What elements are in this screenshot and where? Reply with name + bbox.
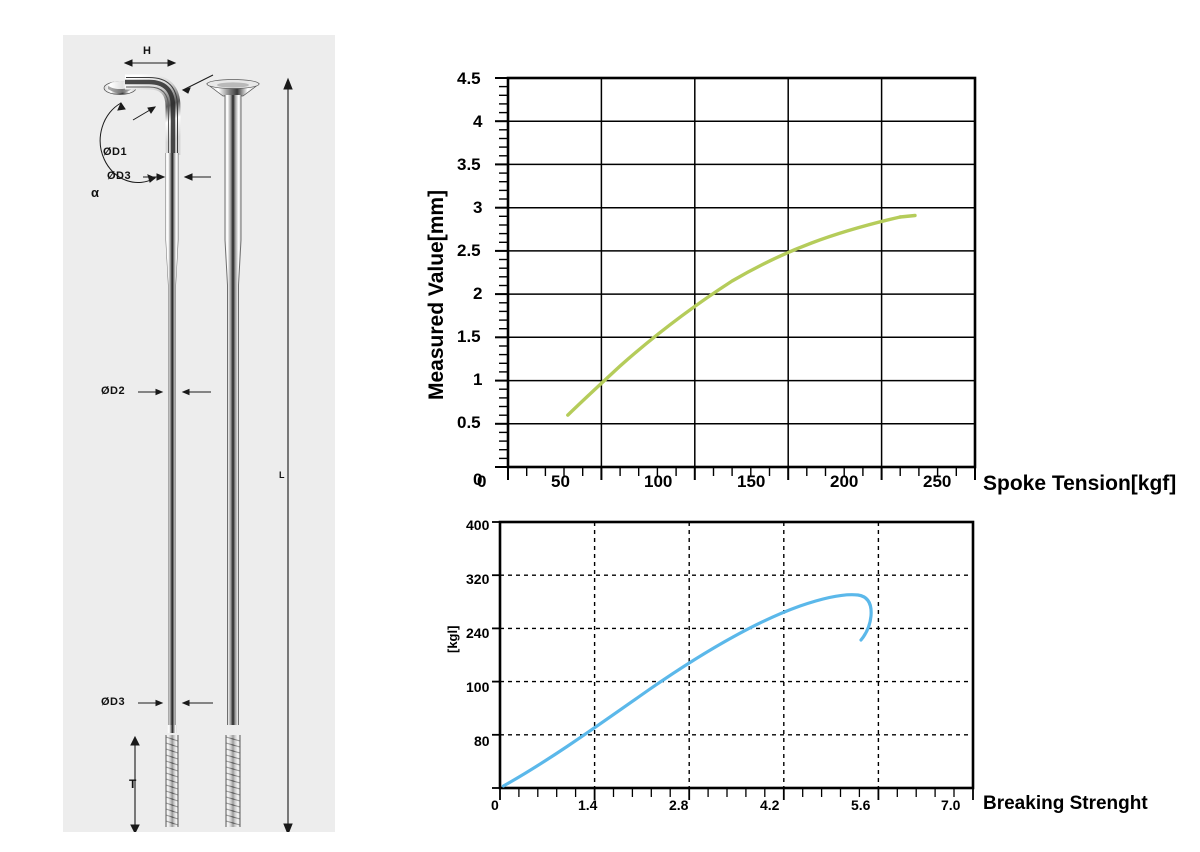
top-ytick-1.5: 1.5 (457, 327, 481, 346)
bottom-xtick-4.2: 4.2 (760, 797, 780, 813)
top-chart-x-minor-ticks (526, 467, 957, 476)
bottom-ytick-100: 100 (466, 679, 490, 695)
top-chart-block: Measured Value[mm] Spoke Tension[kgf] 4.… (395, 0, 1200, 510)
dim-label-alpha: α (91, 185, 100, 200)
dim-label-T: T (129, 777, 137, 791)
bottom-xtick-0: 0 (491, 797, 499, 813)
top-chart-plot-frame (506, 76, 977, 469)
bottom-chart-block: [kgl] Breaking Strenght 400 320 240 100 … (395, 505, 1200, 852)
bottom-chart-plot-frame (498, 520, 975, 790)
straight-spoke-shaft-body (225, 95, 241, 725)
dim-label-H: H (143, 45, 152, 57)
top-xtick-250: 250 (923, 472, 952, 491)
top-chart-x-axis-title: Spoke Tension[kgf] (983, 472, 1177, 495)
straight-spoke-thread-shade (226, 735, 240, 827)
dim-alpha-arrowhead-top (117, 101, 126, 111)
top-ytick-4.5: 4.5 (457, 69, 481, 88)
top-ytick-4: 4 (473, 112, 483, 131)
bottom-chart-x-minor-ticks (518, 788, 955, 797)
spoke-drawing-svg (99, 59, 293, 832)
top-xtick-0: 0 (477, 472, 487, 491)
dim-D3b-arrows (138, 699, 213, 707)
top-chart-v-gridlines (600, 78, 883, 467)
top-chart-series-2015-leader (898, 213, 917, 219)
dim-label-D3-thread: ØD3 (101, 696, 126, 708)
spoke-bend-edge-bottom (126, 86, 169, 155)
dim-D1-leader (132, 106, 157, 121)
bottom-ytick-320: 320 (466, 571, 490, 587)
dim-D3a-arrows (143, 173, 211, 181)
top-ytick-2.5: 2.5 (457, 241, 481, 260)
bottom-xtick-1.4: 1.4 (578, 797, 598, 813)
bottom-ytick-400: 400 (466, 517, 490, 533)
straight-pull-spoke (205, 79, 261, 827)
straight-spoke-right-edge (238, 95, 242, 725)
bottom-ytick-80: 80 (474, 733, 490, 749)
bottom-chart-x-major-ticks (499, 788, 974, 800)
bottom-chart-y-axis-title: [kgl] (445, 625, 460, 653)
spoke-thread-shoulder (167, 725, 177, 733)
j-bend-spoke (103, 74, 181, 827)
top-ytick-0: 0 (473, 470, 483, 489)
top-ytick-3.5: 3.5 (457, 155, 481, 174)
top-xtick-150: 150 (737, 472, 766, 491)
top-chart-y-axis-title: Measured Value[mm] (425, 189, 448, 400)
dim-label-L: L (279, 470, 285, 480)
dim-H-arrow (123, 59, 177, 67)
dim-label-D2: ØD2 (101, 385, 126, 397)
top-chart-x-major-ticks (507, 467, 976, 480)
dim-label-D3-elbow: ØD3 (107, 170, 132, 182)
top-xtick-100: 100 (644, 472, 673, 491)
spoke-drawing-panel: H ØD1 α ØD3 ØD2 ØD3 T L (63, 35, 335, 832)
spoke-bend-core (125, 79, 176, 155)
top-ytick-1: 1 (473, 370, 483, 389)
bottom-xtick-2.8: 2.8 (669, 797, 689, 813)
bottom-chart-y-major-ticks (492, 521, 500, 789)
dim-D2-arrows (138, 388, 211, 396)
dimension-annotations (99, 59, 293, 832)
charts-area: Measured Value[mm] Spoke Tension[kgf] 4.… (395, 0, 1200, 852)
dim-alpha-arc (99, 102, 156, 183)
spoke-shaft-body (166, 153, 178, 725)
top-chart-plot (495, 76, 977, 480)
top-xtick-50: 50 (551, 472, 570, 491)
top-chart-h-gridlines (508, 120, 975, 425)
bottom-chart-plot (492, 520, 975, 800)
bottom-chart-h-gridlines (500, 574, 973, 736)
dim-bend-leader (181, 74, 214, 94)
bottom-chart-series-2015-line (501, 593, 873, 788)
bottom-chart-x-axis-title: Breaking Strenght (983, 793, 1148, 814)
spoke-bend-edge-top (126, 77, 178, 155)
spoke-flat-head (205, 79, 261, 97)
top-chart-y-minor-ticks (499, 85, 508, 460)
spoke-bend-outer (125, 74, 181, 155)
top-xtick-200: 200 (830, 472, 859, 491)
dim-L-arrow (283, 77, 293, 832)
dim-label-D1: ØD1 (103, 146, 128, 158)
top-ytick-3: 3 (473, 198, 483, 217)
top-chart-series-2015-line (566, 215, 902, 417)
spoke-thread-shade (166, 735, 178, 827)
bottom-xtick-5.6: 5.6 (851, 797, 871, 813)
straight-spoke-left-edge (224, 95, 228, 725)
top-ytick-0.5: 0.5 (457, 413, 481, 432)
top-ytick-2: 2 (473, 284, 483, 303)
dim-T-arrow (130, 735, 140, 832)
bottom-ytick-240: 240 (466, 625, 490, 641)
top-chart-y-major-ticks (495, 77, 508, 468)
bottom-xtick-7.0: 7.0 (941, 797, 961, 813)
